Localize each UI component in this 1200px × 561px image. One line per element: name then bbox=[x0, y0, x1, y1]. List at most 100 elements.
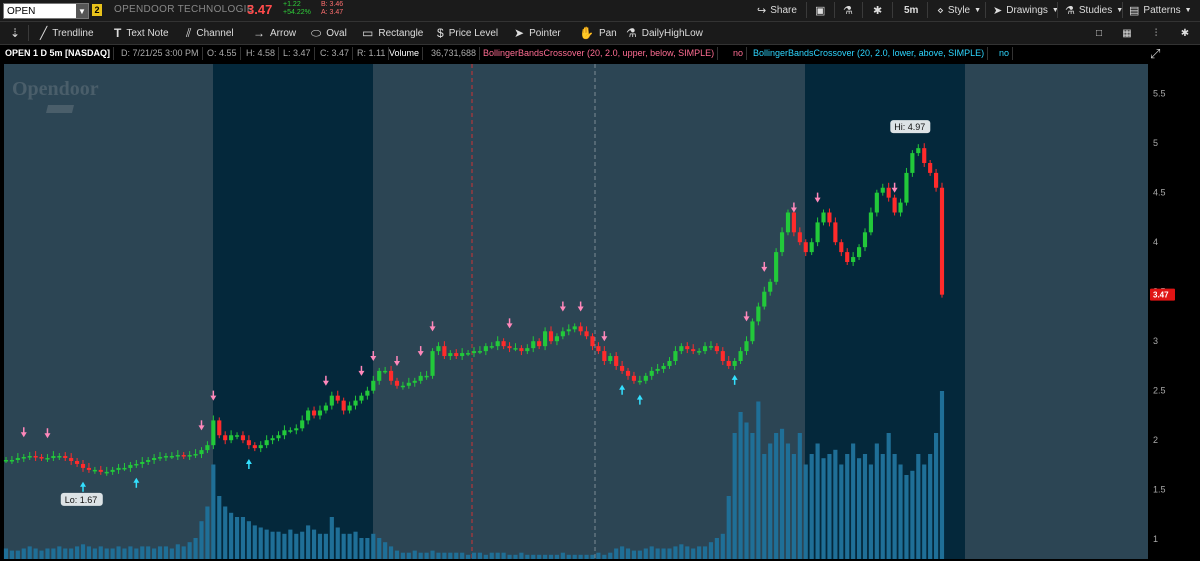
sell-arrow-head bbox=[743, 316, 750, 322]
tool-pointer[interactable]: ➤ Pointer bbox=[514, 25, 561, 41]
price-chart[interactable]: Opendoor 11.522.533.544.555.5 Hi: 4.97 L… bbox=[0, 62, 1200, 561]
candle-body bbox=[714, 346, 719, 352]
expand-icon[interactable]: ⤢ bbox=[1150, 46, 1161, 61]
settings-button[interactable]: ✱ bbox=[868, 2, 887, 18]
drawing-toolbar: ⇣ ╱ Trendline T Text Note ⫽ Channel → Arrow … bbox=[0, 22, 1200, 45]
grid-layout-button[interactable]: ▦ bbox=[1116, 25, 1138, 41]
volume-bar bbox=[270, 531, 275, 559]
aggregation-button[interactable]: 5m bbox=[904, 4, 919, 16]
candle-body bbox=[86, 467, 92, 470]
patterns-button[interactable]: ▤ Patterns ▼ bbox=[1124, 2, 1197, 18]
tool-label: Trendline bbox=[52, 27, 94, 39]
tool-pan[interactable]: ✋ Pan bbox=[579, 25, 617, 41]
candle-body bbox=[809, 242, 814, 253]
candle-body bbox=[898, 202, 903, 213]
info-date: D: 7/21/25 3:00 PM bbox=[118, 47, 203, 60]
volume-bar bbox=[548, 554, 554, 559]
candle-body bbox=[827, 212, 832, 223]
divider bbox=[892, 2, 893, 18]
volume-bar bbox=[98, 546, 103, 559]
tool-text-note[interactable]: T Text Note bbox=[114, 25, 169, 41]
candle-body bbox=[57, 456, 62, 458]
gear-icon: ✱ bbox=[873, 4, 883, 17]
volume-bar bbox=[537, 554, 542, 559]
buy-arrow-head bbox=[636, 394, 643, 400]
tool-oval[interactable]: ⬭ Oval bbox=[311, 25, 347, 41]
candle-body bbox=[768, 281, 773, 292]
arrow-icon: → bbox=[253, 26, 265, 40]
tool-price-level[interactable]: $ Price Level bbox=[437, 25, 498, 41]
volume-toggle-button[interactable]: ⫶ bbox=[1145, 25, 1167, 41]
candle-body bbox=[98, 469, 103, 472]
watermark: Opendoor bbox=[12, 78, 99, 113]
volume-bar bbox=[625, 548, 631, 559]
tool-label: Price Level bbox=[448, 27, 499, 39]
watermark-logo bbox=[46, 105, 74, 113]
candle-body bbox=[661, 365, 666, 369]
chevron-down-icon[interactable]: ▼ bbox=[76, 4, 88, 18]
drawings-button[interactable]: ➤ Drawings ▼ bbox=[988, 2, 1064, 18]
candle-body bbox=[80, 463, 86, 468]
candle-body bbox=[163, 456, 169, 458]
candle-body bbox=[495, 341, 500, 347]
study-upper-label[interactable]: BollingerBandsCrossover (20, 2.0, upper,… bbox=[480, 47, 719, 60]
volume-bar bbox=[809, 454, 814, 559]
chart-title: OPEN 1 D 5m [NASDAQ] bbox=[2, 47, 115, 60]
flask-button[interactable]: ⚗ bbox=[838, 2, 858, 18]
share-icon: ↪ bbox=[757, 4, 767, 17]
volume-bar bbox=[785, 443, 791, 559]
volume-bar bbox=[868, 464, 873, 559]
sell-arrow-head bbox=[891, 187, 898, 193]
volume-bar bbox=[424, 552, 429, 559]
symbol-selector[interactable]: OPEN ▼ bbox=[3, 3, 89, 19]
tool-label: Pan bbox=[598, 27, 617, 39]
volume-bar bbox=[839, 464, 844, 559]
header-bar: OPEN ▼ 2 OPENDOOR TECHNOLOGIE 3.47 +1.22… bbox=[0, 0, 1200, 22]
tool-rectangle[interactable]: ▭ Rectangle bbox=[362, 25, 423, 41]
candle-body bbox=[63, 456, 68, 459]
volume-bar bbox=[762, 454, 767, 559]
volume-bar bbox=[240, 517, 246, 559]
candle-body bbox=[774, 252, 779, 282]
candle-body bbox=[187, 455, 192, 457]
studies-label: Studies bbox=[1078, 4, 1113, 16]
candle-body bbox=[489, 346, 494, 348]
volume-bar bbox=[608, 552, 613, 559]
volume-bar bbox=[779, 428, 785, 559]
volume-bar bbox=[448, 552, 453, 559]
candle-body bbox=[649, 370, 654, 376]
study-lower-label[interactable]: BollingerBandsCrossover (20, 2.0, lower,… bbox=[750, 47, 989, 60]
studies-button[interactable]: ⚗ Studies ▼ bbox=[1060, 2, 1128, 18]
volume-bar bbox=[673, 546, 678, 559]
study-lower-flag: no bbox=[996, 47, 1014, 60]
style-button[interactable]: ⋄ Style ▼ bbox=[932, 2, 986, 18]
volume-bar bbox=[697, 546, 702, 559]
chevron-down-icon: ▼ bbox=[974, 6, 982, 14]
candle-body bbox=[27, 456, 32, 458]
tool-daily-high-low[interactable]: ⚗ DailyHighLow bbox=[626, 25, 703, 41]
candle-body bbox=[329, 395, 334, 406]
volume-bar bbox=[501, 552, 506, 559]
divider bbox=[806, 2, 807, 18]
symbol-input[interactable]: OPEN bbox=[7, 5, 36, 17]
link-group-badge[interactable]: 2 bbox=[92, 4, 102, 16]
ask-value: A: 3.47 bbox=[321, 9, 344, 16]
single-layout-button[interactable]: □ bbox=[1088, 25, 1110, 41]
volume-bar bbox=[714, 538, 719, 559]
volume-bar bbox=[856, 458, 862, 559]
volume-bar bbox=[276, 531, 281, 559]
volume-bar bbox=[934, 433, 939, 559]
tool-trendline[interactable]: ╱ Trendline bbox=[40, 25, 94, 41]
share-button[interactable]: ↪ Share bbox=[752, 2, 802, 18]
tool-channel[interactable]: ⫽ Channel bbox=[186, 25, 234, 41]
tool-arrow[interactable]: → Arrow bbox=[253, 25, 296, 41]
signal-arrows bbox=[20, 182, 898, 492]
volume-bar bbox=[898, 464, 903, 559]
candle-body bbox=[910, 153, 915, 173]
candle-body bbox=[839, 242, 844, 253]
pin-button[interactable]: ⇣ bbox=[10, 25, 20, 41]
divider bbox=[985, 2, 986, 18]
chart-settings-gear[interactable]: ✱ bbox=[1174, 25, 1196, 41]
price-tick-label: 4 bbox=[1153, 237, 1158, 247]
chart-settings-button[interactable]: ▣ bbox=[810, 2, 830, 18]
